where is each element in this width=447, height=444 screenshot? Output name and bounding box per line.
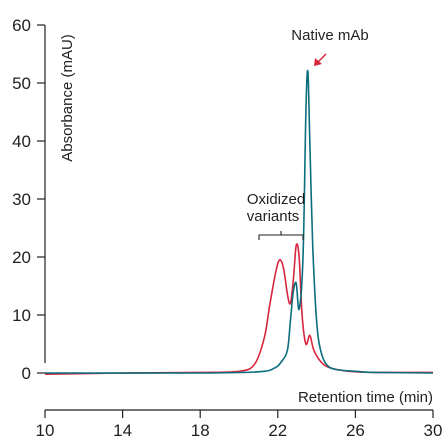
y-axis-title: Absorbance (mAU) xyxy=(59,34,76,162)
oxidized-label-line-2: variants xyxy=(247,208,300,225)
y-tick-label: 60 xyxy=(12,16,31,35)
native-mab-arrowhead xyxy=(314,58,322,66)
y-tick-label: 50 xyxy=(12,74,31,93)
x-tick-label: 22 xyxy=(268,421,287,440)
y-tick-label: 20 xyxy=(12,248,31,267)
x-axis-title: Retention time (min) xyxy=(298,389,433,406)
series-layer xyxy=(44,69,434,375)
y-tick-label: 40 xyxy=(12,132,31,151)
y-tick-label: 0 xyxy=(22,364,31,383)
x-axis-ticks: 10 14 18 22 26 30 xyxy=(36,410,443,440)
x-tick-label: 18 xyxy=(191,421,210,440)
y-axis-ticks: 0 10 20 30 40 50 60 xyxy=(12,16,45,383)
x-tick-label: 30 xyxy=(424,421,443,440)
oxidized-label-line-1: Oxidized xyxy=(247,191,305,208)
x-tick-label: 14 xyxy=(113,421,132,440)
y-tick-label: 30 xyxy=(12,190,31,209)
x-tick-label: 10 xyxy=(36,421,55,440)
series-line-2 xyxy=(44,69,434,374)
native-mab-label: Native mAb xyxy=(291,27,369,44)
y-tick-label: 10 xyxy=(12,306,31,325)
oxidized-variants-bracket xyxy=(258,231,304,240)
series-line-1 xyxy=(44,243,434,375)
x-tick-label: 26 xyxy=(346,421,365,440)
